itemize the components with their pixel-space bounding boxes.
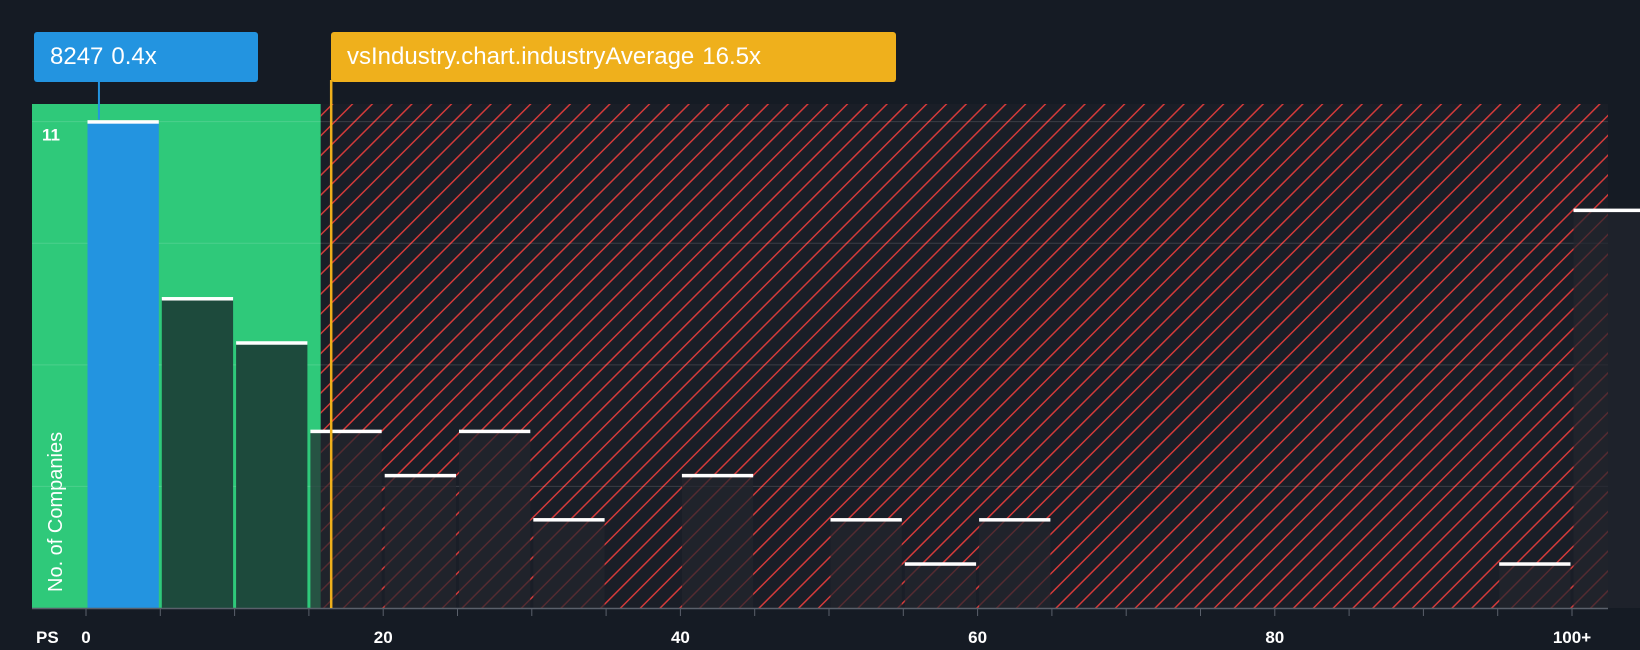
bar-25 — [459, 431, 531, 608]
bar-15 — [310, 431, 382, 608]
bar-cap-25 — [459, 429, 531, 434]
company-callout: 8247 0.4x — [34, 32, 258, 82]
bar-cap-100 — [1573, 208, 1640, 213]
bar-5 — [161, 298, 234, 608]
company-ticker: 8247 — [50, 43, 104, 70]
bar-95 — [1499, 563, 1571, 608]
bar-cap-0 — [87, 120, 159, 124]
bar-cap-95 — [1499, 562, 1571, 566]
x-tick-label: 40 — [671, 628, 690, 647]
bar-cap-10 — [236, 341, 308, 345]
y-axis-label: No. of Companies — [45, 432, 67, 592]
x-tick-label: 0 — [81, 628, 90, 647]
bar-cap-5 — [161, 297, 234, 301]
bar-40 — [681, 475, 754, 608]
x-tick-label: 20 — [374, 628, 393, 647]
bar-55 — [904, 563, 977, 608]
x-tick-label: 100+ — [1553, 628, 1591, 647]
x-tick-label: 60 — [968, 628, 987, 647]
bar-cap-50 — [830, 518, 902, 522]
bar-cap-30 — [533, 518, 605, 522]
x-axis-label: PS — [36, 628, 59, 647]
bar-0 — [87, 121, 159, 609]
x-axis-ticks: 0 20 40 60 80 100+ — [81, 608, 1591, 647]
bar-10 — [236, 342, 308, 608]
bar-cap-55 — [904, 562, 977, 566]
industry-average-value: 16.5x — [702, 43, 761, 70]
bar-cap-40 — [681, 473, 754, 478]
bars — [87, 120, 1640, 609]
industry-average-callout: vsIndustry.chart.industryAverage 16.5x — [331, 32, 896, 82]
bar-30 — [533, 519, 605, 608]
bar-cap-60 — [979, 518, 1051, 522]
bar-100 — [1573, 210, 1640, 608]
x-tick-label: 80 — [1265, 628, 1284, 647]
bar-50 — [830, 519, 902, 608]
y-tick-label: 11 — [42, 126, 60, 145]
bar-cap-20 — [384, 473, 456, 478]
bar-cap-15 — [310, 429, 382, 434]
industry-average-label: vsIndustry.chart.industryAverage — [347, 43, 695, 70]
bar-60 — [979, 519, 1051, 608]
company-ps-value: 0.4x — [111, 43, 157, 70]
y-axis-ticks: 11 — [42, 126, 60, 145]
bar-20 — [384, 475, 456, 608]
